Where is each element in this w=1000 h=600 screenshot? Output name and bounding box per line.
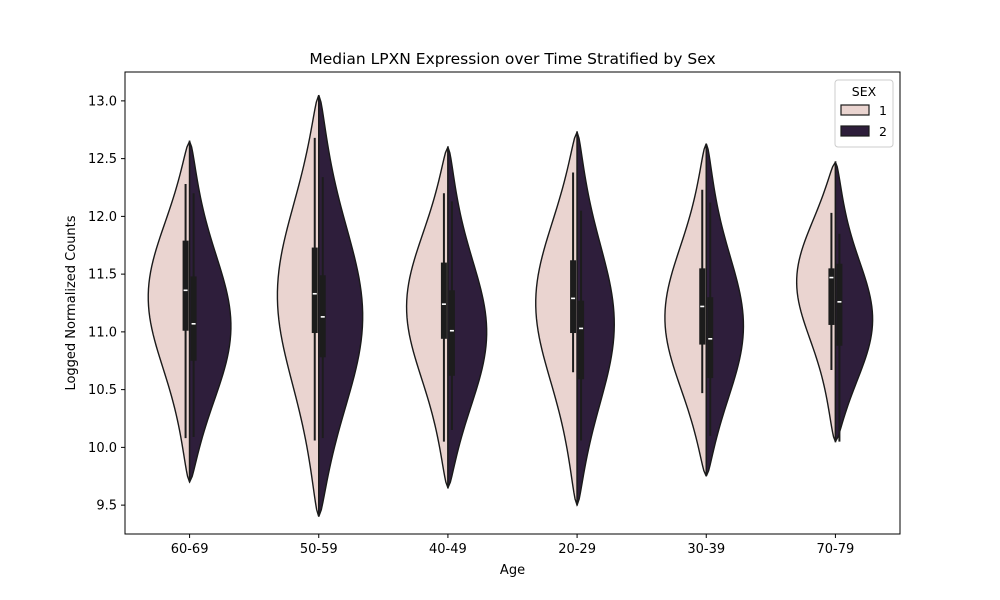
violin-half-sex-2 — [576, 131, 615, 506]
iqr-box-sex-1 — [440, 262, 447, 339]
violin-half-sex-2 — [318, 94, 364, 517]
violin-half-sex-1 — [664, 143, 707, 477]
legend-label-2: 2 — [879, 124, 887, 139]
iqr-box-sex-1 — [570, 260, 577, 334]
iqr-box-sex-1 — [828, 268, 835, 325]
violin-half-sex-2 — [447, 146, 488, 489]
legend-title: SEX — [852, 84, 877, 99]
violin-half-sex-1 — [795, 161, 837, 443]
y-tick-label: 10.0 — [88, 441, 117, 456]
legend-swatch-2 — [840, 125, 870, 137]
chart-title: Median LPXN Expression over Time Stratif… — [309, 50, 715, 68]
iqr-box-sex-2 — [578, 300, 585, 380]
x-tick-label: 20-29 — [558, 542, 596, 557]
y-tick-label: 9.5 — [96, 499, 117, 514]
iqr-box-sex-2 — [448, 290, 455, 376]
legend-swatch-1 — [840, 104, 870, 116]
y-axis-label: Logged Normalized Counts — [64, 215, 79, 390]
x-axis-label: Age — [500, 563, 525, 578]
violin-half-sex-1 — [147, 140, 191, 484]
violin-half-sex-2 — [834, 161, 874, 443]
y-tick-label: 12.0 — [88, 210, 117, 225]
x-tick-label: 30-39 — [687, 542, 725, 557]
plot-area-frame — [124, 71, 901, 535]
iqr-box-sex-2 — [190, 276, 197, 361]
x-tick-label: 70-79 — [817, 542, 855, 557]
iqr-box-sex-1 — [311, 247, 318, 334]
iqr-box-sex-2 — [836, 263, 843, 346]
violin-half-sex-1 — [405, 146, 449, 489]
x-tick-label: 50-59 — [300, 542, 338, 557]
iqr-box-sex-1 — [182, 240, 189, 331]
violin-half-sex-1 — [535, 131, 578, 507]
x-tick-label: 60-69 — [171, 542, 209, 557]
y-tick-label: 12.5 — [88, 152, 117, 167]
x-tick-label: 40-49 — [429, 542, 467, 557]
violin-half-sex-1 — [276, 94, 320, 517]
y-tick-label: 11.5 — [88, 268, 117, 283]
legend-label-1: 1 — [879, 103, 887, 118]
violin-half-sex-2 — [705, 143, 745, 477]
violin-half-sex-2 — [188, 140, 232, 483]
iqr-box-sex-2 — [707, 297, 714, 379]
y-axis: 9.5 10.0 10.5 11.0 11.5 12.0 12.5 13.0 — [88, 94, 125, 514]
y-tick-label: 13.0 — [88, 94, 117, 109]
legend: SEX 1 2 — [834, 79, 894, 148]
boxes-layer — [182, 137, 843, 442]
violins-layer — [147, 94, 874, 517]
y-tick-label: 10.5 — [88, 383, 117, 398]
y-tick-label: 11.0 — [88, 325, 117, 340]
x-axis: 60-69 50-59 40-49 20-29 30-39 70-79 — [171, 534, 855, 557]
